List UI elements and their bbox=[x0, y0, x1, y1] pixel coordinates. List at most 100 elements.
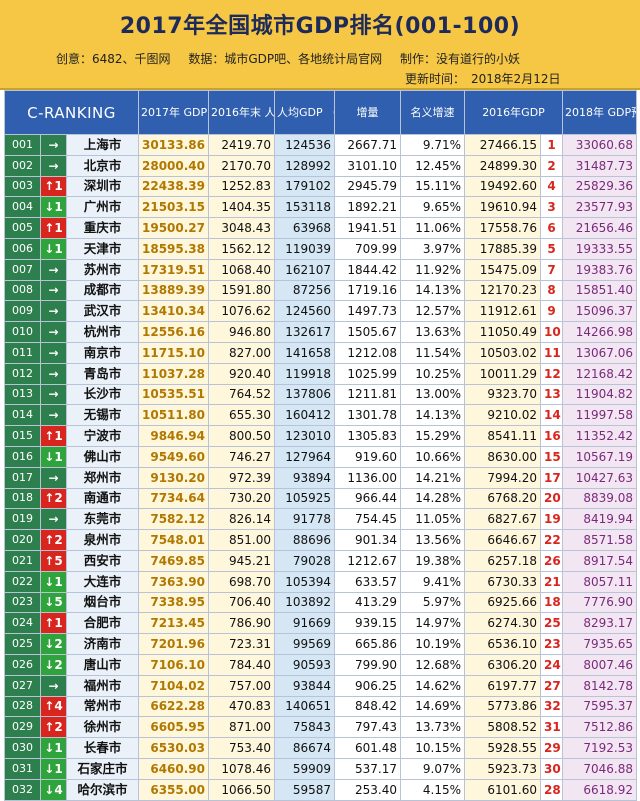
rank-code-cell: 028 bbox=[4, 695, 41, 718]
page-header: 2017年全国城市GDP排名(001-100) 创意：6482、千图网 数据：城… bbox=[0, 0, 640, 90]
gdp-2016-cell: 24899.30 bbox=[464, 154, 541, 177]
gdp-2016-cell: 9210.02 bbox=[464, 404, 541, 427]
rank-2016-cell: 28 bbox=[540, 778, 563, 801]
rank-code-cell: 007 bbox=[4, 258, 41, 281]
gdp-2017-cell: 11037.28 bbox=[138, 362, 209, 385]
city-name-cell: 东莞市 bbox=[66, 508, 139, 531]
gdp-2016-cell: 8630.00 bbox=[464, 445, 541, 468]
nominal-growth-cell: 13.63% bbox=[400, 321, 465, 343]
gdp-2017-cell: 7338.95 bbox=[138, 591, 209, 614]
rank-2016-cell: 16 bbox=[540, 425, 563, 447]
gdp-2018-forecast-cell: 8917.54 bbox=[562, 549, 637, 572]
trend-indicator-cell: → bbox=[40, 134, 67, 156]
rank-code-cell: 001 bbox=[4, 134, 41, 156]
gdp-per-capita-cell: 162107 bbox=[274, 258, 335, 281]
gdp-2018-forecast-cell: 19333.55 bbox=[562, 237, 637, 260]
population-2016-cell: 1066.50 bbox=[208, 778, 275, 801]
trend-indicator-cell: ↓1 bbox=[40, 737, 67, 759]
city-name-cell: 长沙市 bbox=[66, 383, 139, 406]
increment-cell: 1844.42 bbox=[334, 258, 401, 281]
increment-cell: 1212.08 bbox=[334, 341, 401, 364]
table-row: 022 ↓1 大连市 7363.90 698.70 105394 633.57 9.41% 67… bbox=[4, 570, 637, 593]
gdp-per-capita-cell: 140651 bbox=[274, 695, 335, 718]
gdp-2016-cell: 5773.86 bbox=[464, 695, 541, 718]
trend-indicator-cell: ↑1 bbox=[40, 425, 67, 447]
population-2016-cell: 946.80 bbox=[208, 321, 275, 343]
gdp-2016-cell: 6536.10 bbox=[464, 633, 541, 655]
nominal-growth-cell: 11.06% bbox=[400, 217, 465, 239]
increment-cell: 966.44 bbox=[334, 487, 401, 510]
gdp-2016-cell: 9323.70 bbox=[464, 383, 541, 406]
gdp-2017-cell: 30133.86 bbox=[138, 134, 209, 156]
city-name-cell: 上海市 bbox=[66, 134, 139, 156]
gdp-2018-forecast-cell: 11997.58 bbox=[562, 404, 637, 427]
nominal-growth-cell: 11.92% bbox=[400, 258, 465, 281]
gdp-2016-cell: 10011.29 bbox=[464, 362, 541, 385]
trend-indicator-cell: → bbox=[40, 154, 67, 177]
rank-code-cell: 008 bbox=[4, 279, 41, 302]
increment-cell: 1719.16 bbox=[334, 279, 401, 302]
nominal-growth-cell: 19.38% bbox=[400, 549, 465, 572]
gdp-2017-cell: 11715.10 bbox=[138, 341, 209, 364]
credit-data-source: 数据：城市GDP吧、各地统计局官网 bbox=[188, 52, 383, 66]
rank-2016-cell: 4 bbox=[540, 175, 563, 198]
col-header-gdp-2016: 2016年GDP bbox=[464, 90, 563, 135]
population-2016-cell: 1068.40 bbox=[208, 258, 275, 281]
trend-indicator-cell: ↓2 bbox=[40, 633, 67, 655]
table-row: 027 → 福州市 7104.02 757.00 93844 906.25 14.62% 619… bbox=[4, 674, 637, 697]
trend-indicator-cell: ↓2 bbox=[40, 653, 67, 676]
table-row: 008 → 成都市 13889.39 1591.80 87256 1719.16 14.13%… bbox=[4, 279, 637, 302]
table-row: 021 ↑5 西安市 7469.85 945.21 79028 1212.67 19.38% 6… bbox=[4, 549, 637, 572]
increment-cell: 1892.21 bbox=[334, 196, 401, 219]
table-row: 020 ↑2 泉州市 7548.01 851.00 88696 901.34 13.56% 66… bbox=[4, 529, 637, 551]
city-name-cell: 济南市 bbox=[66, 633, 139, 655]
gdp-2016-cell: 6646.67 bbox=[464, 529, 541, 551]
nominal-growth-cell: 15.11% bbox=[400, 175, 465, 198]
gdp-2016-cell: 5928.55 bbox=[464, 737, 541, 759]
population-2016-cell: 698.70 bbox=[208, 570, 275, 593]
rank-code-cell: 017 bbox=[4, 466, 41, 489]
gdp-2016-cell: 6101.60 bbox=[464, 778, 541, 801]
gdp-per-capita-cell: 87256 bbox=[274, 279, 335, 302]
gdp-2018-forecast-cell: 8007.46 bbox=[562, 653, 637, 676]
population-2016-cell: 2170.70 bbox=[208, 154, 275, 177]
increment-cell: 1212.67 bbox=[334, 549, 401, 572]
rank-2016-cell: 31 bbox=[540, 716, 563, 739]
gdp-per-capita-cell: 105394 bbox=[274, 570, 335, 593]
population-2016-cell: 757.00 bbox=[208, 674, 275, 697]
col-header-gdp-2017: 2017年 GDP bbox=[138, 90, 209, 135]
nominal-growth-cell: 9.71% bbox=[400, 134, 465, 156]
rank-code-cell: 010 bbox=[4, 321, 41, 343]
population-2016-cell: 746.27 bbox=[208, 445, 275, 468]
population-2016-cell: 2419.70 bbox=[208, 134, 275, 156]
gdp-2016-cell: 11050.49 bbox=[464, 321, 541, 343]
rank-2016-cell: 1 bbox=[540, 134, 563, 156]
gdp-2018-forecast-cell: 7192.53 bbox=[562, 737, 637, 759]
gdp-2018-forecast-cell: 12168.42 bbox=[562, 362, 637, 385]
gdp-2017-cell: 7104.02 bbox=[138, 674, 209, 697]
population-2016-cell: 1591.80 bbox=[208, 279, 275, 302]
rank-code-cell: 004 bbox=[4, 196, 41, 219]
rank-2016-cell: 27 bbox=[540, 674, 563, 697]
increment-cell: 3101.10 bbox=[334, 154, 401, 177]
rank-2016-cell: 12 bbox=[540, 362, 563, 385]
rank-code-cell: 027 bbox=[4, 674, 41, 697]
gdp-2017-cell: 6460.90 bbox=[138, 757, 209, 780]
gdp-2018-forecast-cell: 8142.78 bbox=[562, 674, 637, 697]
population-2016-cell: 920.40 bbox=[208, 362, 275, 385]
nominal-growth-cell: 12.68% bbox=[400, 653, 465, 676]
increment-cell: 754.45 bbox=[334, 508, 401, 531]
nominal-growth-cell: 14.28% bbox=[400, 487, 465, 510]
table-row: 010 → 杭州市 12556.16 946.80 132617 1505.67 13.63%… bbox=[4, 321, 637, 343]
gdp-2017-cell: 9846.94 bbox=[138, 425, 209, 447]
city-name-cell: 无锡市 bbox=[66, 404, 139, 427]
gdp-2017-cell: 10511.80 bbox=[138, 404, 209, 427]
gdp-2016-cell: 17558.76 bbox=[464, 217, 541, 239]
rank-code-cell: 014 bbox=[4, 404, 41, 427]
gdp-2016-cell: 10503.02 bbox=[464, 341, 541, 364]
gdp-per-capita-cell: 128992 bbox=[274, 154, 335, 177]
credit-creative: 创意：6482、千图网 bbox=[56, 52, 171, 66]
nominal-growth-cell: 10.66% bbox=[400, 445, 465, 468]
col-header-increment: 增量 bbox=[334, 90, 401, 135]
population-2016-cell: 753.40 bbox=[208, 737, 275, 759]
